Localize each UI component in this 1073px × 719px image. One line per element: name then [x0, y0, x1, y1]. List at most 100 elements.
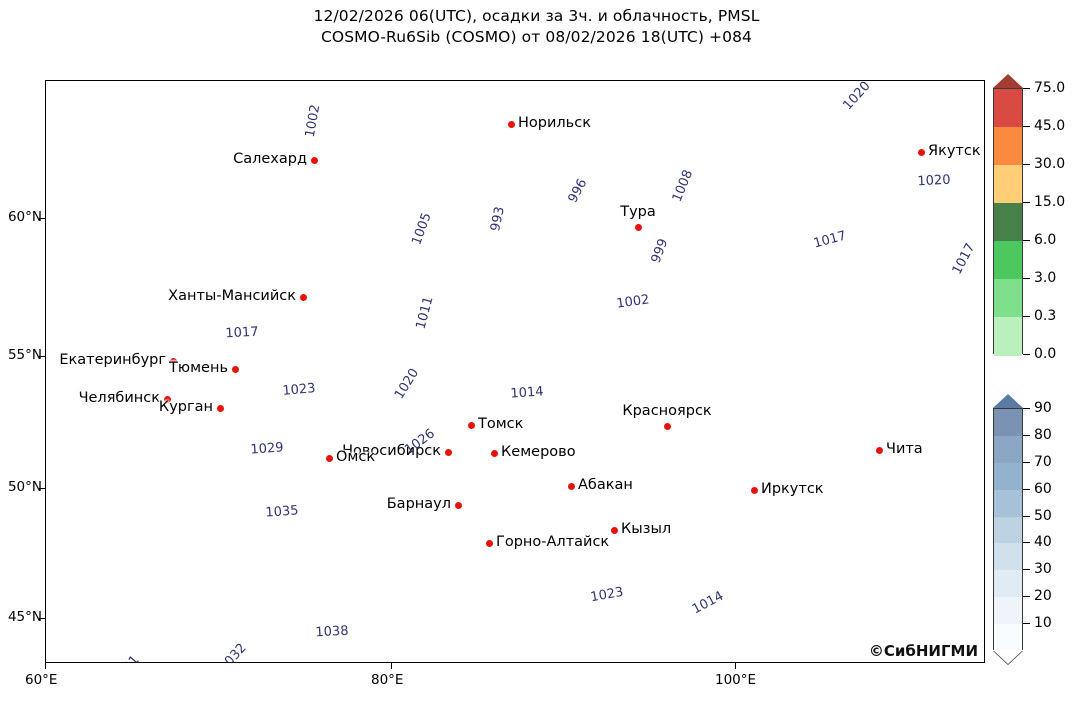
weather-map[interactable]: Норильск Салехард Якутск Тура Ханты-Мансийск… [45, 80, 985, 663]
city-label: Омск [336, 449, 376, 465]
city-label: Екатеринбург [59, 352, 166, 368]
city-dot-icon [490, 449, 498, 457]
cloudcover-tickmark-0 [1023, 408, 1030, 409]
cloudcover-tickmark-7 [1023, 596, 1030, 598]
cloudcover-tick-label-4: 50 [1034, 507, 1052, 524]
precipitation-tick-label-7: 0.0 [1034, 346, 1057, 362]
city-dot-icon [485, 539, 493, 547]
cloudcover-extend-min-arrow-icon [993, 650, 1023, 664]
cloudcover-tickmark-8 [1023, 623, 1030, 625]
city-dot-icon [467, 421, 475, 429]
cloudcover-segment-5 [994, 543, 1022, 571]
city-dot-icon [231, 365, 239, 373]
precipitation-tick-label-4: 6.0 [1034, 232, 1057, 248]
precipitation-tick-label-6: 0.3 [1034, 308, 1057, 324]
longitude-tick-1: 80°E [371, 672, 404, 688]
longitude-tickmark-1 [391, 663, 392, 669]
precipitation-tick-label-0: 75.0 [1034, 80, 1066, 96]
city-dot-icon [507, 120, 515, 128]
cloudcover-segment-2 [994, 462, 1022, 491]
isobar-label-18: 1035 [264, 503, 300, 521]
cloudcover-segment-0 [994, 409, 1022, 437]
isobar-label-14: 1023 [281, 381, 317, 399]
city-dot-icon [917, 148, 925, 156]
city-dot-icon [299, 293, 307, 301]
precipitation-tick-label-2: 30.0 [1034, 156, 1066, 172]
city-dot-icon [663, 422, 671, 430]
cloudcover-extend-arrow-icon [993, 394, 1023, 408]
city-label: Горно-Алтайск [496, 534, 610, 550]
city-label: Барнаул [386, 496, 451, 512]
cloudcover-tick-label-7: 20 [1034, 588, 1052, 605]
cloudcover-tickmark-1 [1023, 434, 1030, 436]
latitude-tickmark-1 [39, 356, 45, 357]
precipitation-tickmark-3 [1023, 202, 1030, 203]
precipitation-segment-4 [994, 241, 1022, 280]
city-label: Красноярск [622, 403, 712, 419]
precipitation-tick-label-5: 3.0 [1034, 270, 1057, 286]
cloudcover-segment-4 [994, 516, 1022, 545]
latitude-tickmark-0 [39, 218, 45, 219]
cloudcover-tickmark-3 [1023, 488, 1030, 490]
cloudcover-tick-label-1: 80 [1034, 426, 1052, 443]
city-dot-icon [875, 446, 883, 454]
city-label: Тура [620, 204, 656, 220]
title-line-1: 12/02/2026 06(UTC), осадки за 3ч. и обла… [313, 7, 760, 25]
latitude-tickmark-3 [39, 618, 45, 619]
cloudcover-tick-label-5: 40 [1034, 534, 1052, 551]
cloudcover-tickmark-2 [1023, 461, 1030, 463]
city-label: Ханты-Мансийск [168, 288, 296, 304]
cloudcover-tick-label-6: 30 [1034, 561, 1052, 578]
cloudcover-tick-label-8: 10 [1034, 615, 1052, 632]
title-line-2: COSMO-Ru6Sib (COSMO) от 08/02/2026 18(UT… [320, 28, 753, 46]
precipitation-tickmark-7 [1023, 354, 1030, 355]
cloudcover-segment-6 [994, 570, 1022, 598]
city-dot-icon [454, 501, 462, 509]
precipitation-tick-label-1: 45.0 [1034, 118, 1066, 134]
precipitation-segment-6 [994, 317, 1022, 356]
longitude-tick-0: 60°E [25, 672, 58, 688]
city-dot-icon [325, 454, 333, 462]
copyright-watermark: ©СибНИГМИ [868, 642, 978, 660]
cloudcover-tickmark-4 [1023, 515, 1030, 517]
latitude-tick-0: 60°N [7, 209, 42, 225]
precipitation-segment-2 [994, 165, 1022, 204]
city-label: Иркутск [761, 481, 824, 497]
precipitation-tickmark-4 [1023, 240, 1030, 241]
precipitation-segment-1 [994, 127, 1022, 166]
cloudcover-segment-7 [994, 597, 1022, 625]
latitude-tickmark-2 [39, 488, 45, 489]
longitude-tickmark-2 [735, 663, 736, 669]
precipitation-body [993, 88, 1023, 356]
city-dot-icon [610, 526, 618, 534]
cloudcover-segment-1 [994, 435, 1022, 464]
isobar-label-21: 1038 [315, 623, 349, 641]
cloudcover-tick-label-2: 70 [1034, 453, 1052, 470]
city-label: Кызыл [621, 521, 672, 537]
city-label: Новосибирск [342, 443, 441, 459]
precipitation-extend-max-arrow-icon [993, 74, 1023, 88]
cloudcover-tickmark-5 [1023, 542, 1030, 544]
isobar-label-12: 1017 [225, 324, 259, 342]
city-label: Челябинск [78, 390, 160, 406]
precipitation-tickmark-2 [1023, 164, 1030, 165]
city-label: Абакан [578, 477, 633, 493]
precipitation-tick-label-3: 15.0 [1034, 194, 1066, 210]
longitude-tickmark-0 [45, 663, 46, 669]
city-dot-icon [310, 156, 318, 164]
city-dot-icon [634, 223, 642, 231]
precipitation-segment-5 [994, 279, 1022, 318]
city-label: Курган [158, 399, 213, 415]
precipitation-tickmark-6 [1023, 316, 1030, 317]
cloudcover-body [993, 408, 1023, 652]
isobar-label-15: 1014 [509, 384, 545, 402]
city-label: Томск [478, 416, 524, 432]
chart-title: 12/02/2026 06(UTC), осадки за 3ч. и обла… [0, 6, 1073, 48]
cloudcover-tick-label-3: 60 [1034, 480, 1052, 497]
city-label: Норильск [518, 115, 591, 131]
precipitation-tickmark-0 [1023, 88, 1030, 89]
city-label: Тюмень [169, 360, 228, 376]
precipitation-segment-3 [994, 203, 1022, 242]
city-dot-icon [163, 395, 171, 403]
precipitation-tickmark-1 [1023, 126, 1030, 127]
